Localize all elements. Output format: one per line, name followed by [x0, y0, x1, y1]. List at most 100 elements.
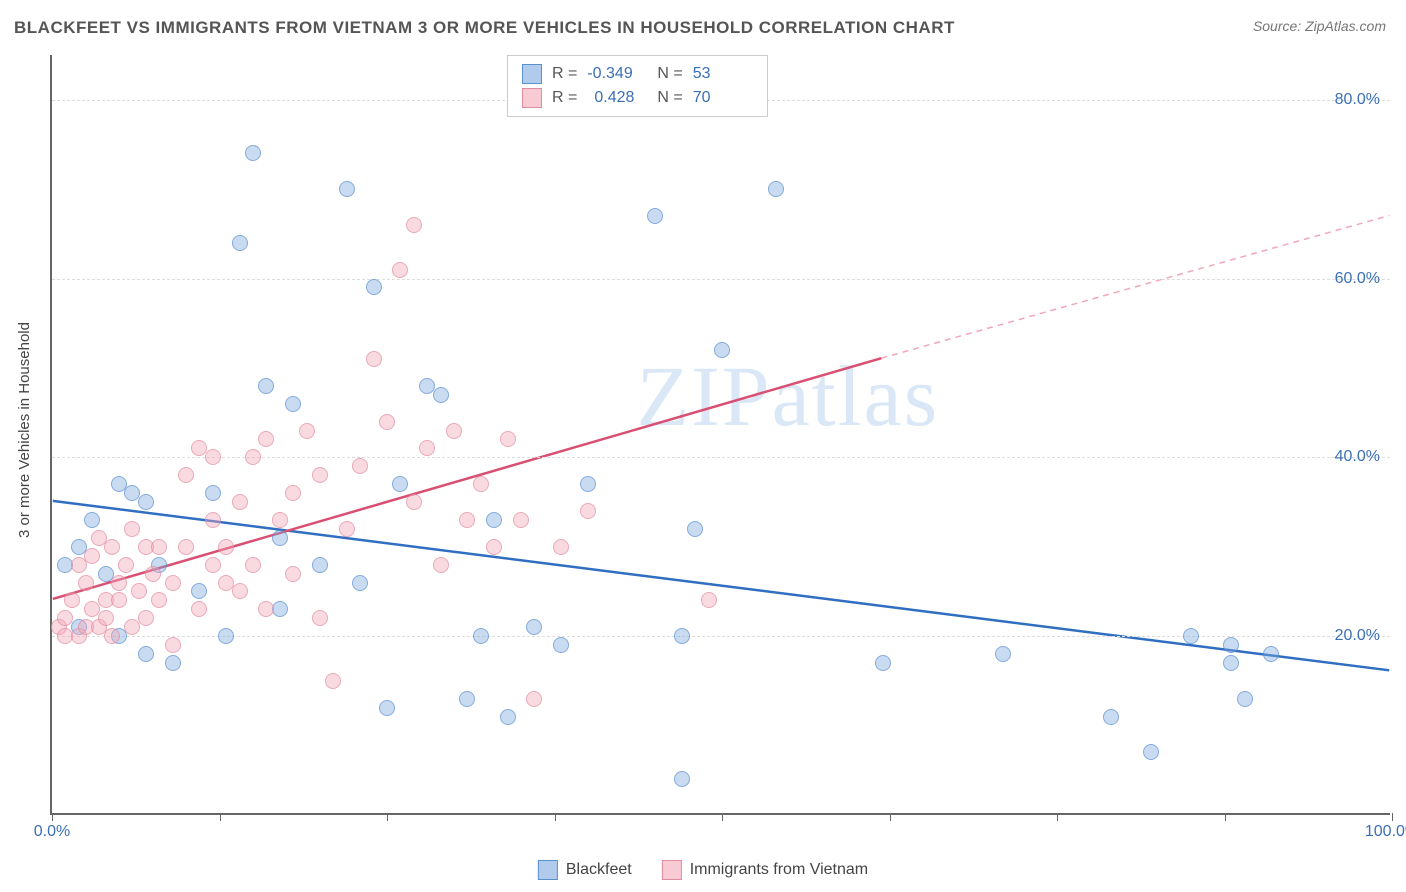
data-point: [419, 440, 435, 456]
stat-n-label: N =: [657, 62, 682, 86]
y-tick-label: 40.0%: [1335, 448, 1380, 466]
data-point: [526, 691, 542, 707]
data-point: [178, 467, 194, 483]
data-point: [875, 655, 891, 671]
plot-area: ZIPatlas R = -0.349 N = 53 R = 0.428 N =…: [50, 55, 1390, 815]
data-point: [1237, 691, 1253, 707]
x-tick: [555, 813, 556, 821]
data-point: [285, 485, 301, 501]
data-point: [232, 583, 248, 599]
data-point: [272, 512, 288, 528]
data-point: [272, 530, 288, 546]
legend-label: Immigrants from Vietnam: [690, 861, 868, 879]
data-point: [459, 512, 475, 528]
data-point: [165, 575, 181, 591]
data-point: [218, 539, 234, 555]
data-point: [84, 512, 100, 528]
stat-r-value: -0.349: [587, 62, 647, 86]
data-point: [406, 494, 422, 510]
data-point: [138, 494, 154, 510]
data-point: [151, 592, 167, 608]
data-point: [1183, 628, 1199, 644]
data-point: [379, 414, 395, 430]
swatch-icon: [522, 88, 542, 108]
data-point: [312, 467, 328, 483]
data-point: [339, 181, 355, 197]
stat-n-value: 70: [693, 86, 753, 110]
data-point: [218, 628, 234, 644]
data-point: [553, 637, 569, 653]
data-point: [325, 673, 341, 689]
x-tick: [52, 813, 53, 821]
data-point: [205, 449, 221, 465]
y-tick-label: 20.0%: [1335, 627, 1380, 645]
data-point: [714, 342, 730, 358]
data-point: [205, 557, 221, 573]
stat-r-value: 0.428: [587, 86, 647, 110]
y-tick-label: 80.0%: [1335, 91, 1380, 109]
x-tick: [1057, 813, 1058, 821]
swatch-icon: [522, 64, 542, 84]
data-point: [124, 521, 140, 537]
data-point: [392, 262, 408, 278]
data-point: [674, 628, 690, 644]
stat-r-label: R =: [552, 86, 577, 110]
data-point: [473, 476, 489, 492]
data-point: [1143, 744, 1159, 760]
data-point: [104, 628, 120, 644]
data-point: [98, 610, 114, 626]
legend-item: Immigrants from Vietnam: [662, 860, 868, 880]
data-point: [258, 601, 274, 617]
data-point: [352, 458, 368, 474]
x-tick-label: 100.0%: [1365, 823, 1406, 841]
data-point: [647, 208, 663, 224]
data-point: [513, 512, 529, 528]
legend-bottom: Blackfeet Immigrants from Vietnam: [538, 860, 868, 880]
data-point: [580, 503, 596, 519]
data-point: [205, 512, 221, 528]
data-point: [459, 691, 475, 707]
data-point: [178, 539, 194, 555]
watermark: ZIPatlas: [637, 346, 940, 446]
stat-r-label: R =: [552, 62, 577, 86]
data-point: [446, 423, 462, 439]
data-point: [111, 592, 127, 608]
data-point: [118, 557, 134, 573]
data-point: [1263, 646, 1279, 662]
legend-stats-box: R = -0.349 N = 53 R = 0.428 N = 70: [507, 55, 768, 117]
x-tick-label: 0.0%: [34, 823, 70, 841]
trend-lines-layer: [52, 55, 1390, 813]
data-point: [768, 181, 784, 197]
data-point: [285, 566, 301, 582]
data-point: [78, 575, 94, 591]
data-point: [486, 539, 502, 555]
data-point: [500, 431, 516, 447]
data-point: [500, 709, 516, 725]
legend-item: Blackfeet: [538, 860, 632, 880]
data-point: [433, 557, 449, 573]
data-point: [258, 431, 274, 447]
data-point: [232, 494, 248, 510]
data-point: [165, 655, 181, 671]
data-point: [84, 548, 100, 564]
data-point: [433, 387, 449, 403]
x-tick: [890, 813, 891, 821]
data-point: [138, 646, 154, 662]
data-point: [995, 646, 1011, 662]
data-point: [57, 610, 73, 626]
y-axis-label: 3 or more Vehicles in Household: [16, 322, 33, 538]
stat-n-label: N =: [657, 86, 682, 110]
data-point: [191, 601, 207, 617]
data-point: [366, 351, 382, 367]
data-point: [553, 539, 569, 555]
trend-line: [53, 358, 882, 599]
data-point: [131, 583, 147, 599]
data-point: [205, 485, 221, 501]
data-point: [352, 575, 368, 591]
data-point: [486, 512, 502, 528]
data-point: [674, 771, 690, 787]
chart-title: BLACKFEET VS IMMIGRANTS FROM VIETNAM 3 O…: [14, 18, 955, 38]
data-point: [245, 449, 261, 465]
data-point: [299, 423, 315, 439]
x-tick: [1225, 813, 1226, 821]
